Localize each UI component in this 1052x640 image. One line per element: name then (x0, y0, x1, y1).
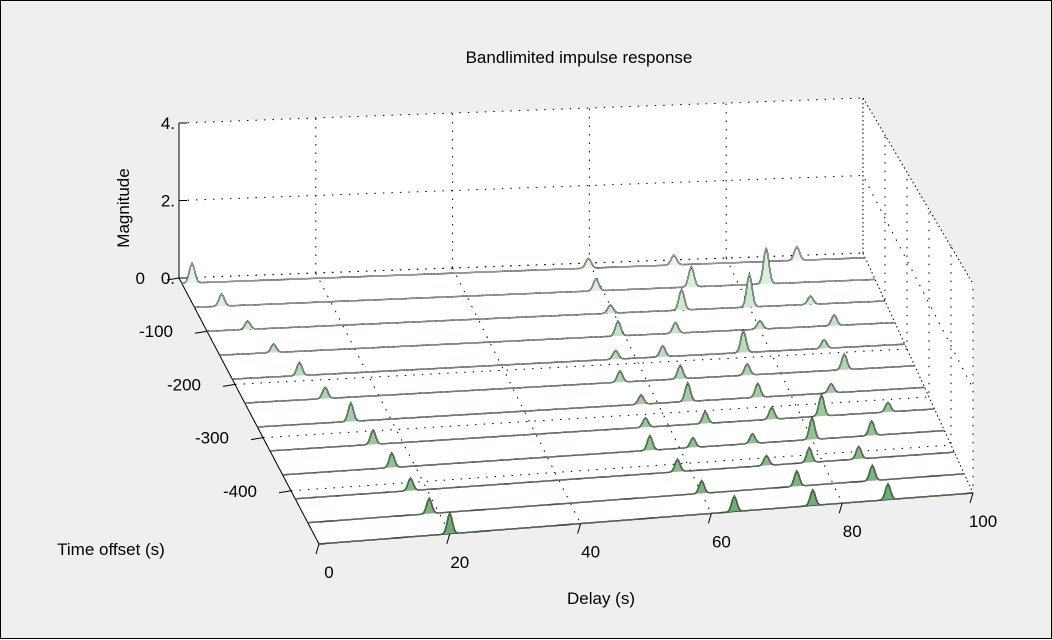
y-tick-label-3: -100 (139, 322, 173, 341)
x-tick-mark-0 (315, 543, 320, 555)
y-tick-label-4: 0 (136, 269, 145, 288)
trace-highlight-5 (244, 353, 915, 404)
floor-grid-x-2 (452, 267, 582, 524)
trace-highlight-11 (318, 483, 974, 545)
grid-layer (178, 97, 974, 545)
x-tick-label-2: 40 (581, 543, 600, 562)
z-tick-label-1: 2. (161, 192, 175, 211)
traces-layer (181, 245, 974, 545)
x-tick-label-1: 20 (450, 553, 469, 572)
z-tick-label-0: 0. (161, 269, 175, 288)
x-tick-mark-3 (707, 513, 712, 524)
y-tick-mark-1 (250, 437, 264, 441)
x-tick-mark-1 (446, 533, 451, 544)
y-tick-label-2: -200 (167, 375, 201, 394)
y-tick-label-1: -300 (195, 429, 229, 448)
trace-fill-0 (181, 246, 866, 284)
y-tick-mark-2 (222, 383, 236, 387)
trace-9 (295, 445, 955, 500)
trace-highlight-0 (181, 246, 866, 284)
trace-highlight-10 (307, 464, 965, 524)
y-tick-mark-0 (278, 490, 292, 494)
x-tick-mark-5 (969, 492, 974, 504)
grid-line-y-2 (234, 172, 908, 385)
x-tick-mark-4 (838, 503, 843, 514)
trace-highlight-2 (206, 272, 886, 332)
x-tick-label-4: 80 (843, 522, 862, 541)
trace-3 (219, 313, 895, 356)
z-axis-label: Magnitude (114, 168, 133, 247)
trace-highlight-8 (282, 416, 945, 476)
grid-line-y-1 (262, 209, 930, 439)
x-axis-label: Delay (s) (567, 589, 635, 608)
trace-11 (318, 482, 974, 545)
trace-5 (244, 352, 915, 404)
chart-title: Bandlimited impulse response (466, 48, 693, 67)
trace-highlight-4 (232, 329, 905, 380)
y-axis-line (178, 277, 320, 545)
y-tick-label-0: -400 (223, 482, 257, 501)
axes-layer (178, 98, 974, 545)
ticks-layer: 0 20 40 60 80 100 -400 -300 -200 -100 0 0. 2. 4. (136, 114, 998, 582)
trace-fill-4 (232, 330, 905, 380)
trace-fill-5 (244, 353, 915, 404)
x-tick-label-3: 60 (712, 532, 731, 551)
trace-highlight-1 (194, 247, 876, 308)
trace-2 (206, 271, 886, 332)
trace-fill-6 (257, 382, 925, 427)
trace-highlight-6 (257, 382, 925, 428)
axes-background (179, 98, 973, 544)
trace-4 (232, 328, 905, 380)
trace-1 (194, 247, 876, 308)
trace-8 (282, 415, 945, 476)
trace-7 (269, 392, 935, 452)
x-tick-label-5: 100 (969, 512, 997, 531)
trace-6 (257, 381, 925, 428)
y-axis-label: Time offset (s) (57, 540, 165, 559)
trace-highlight-9 (295, 445, 955, 500)
trace-highlight-7 (269, 393, 935, 452)
trace-highlight-3 (219, 314, 895, 356)
trace-10 (307, 463, 965, 524)
trace-fill-2 (207, 273, 885, 332)
z-tick-label-2: 4. (161, 114, 175, 133)
y-tick-mark-3 (194, 330, 208, 334)
y-tick-mark-4 (166, 277, 180, 281)
trace-0 (181, 245, 866, 285)
x-tick-mark-2 (577, 523, 582, 534)
x-tick-label-0: 0 (324, 563, 333, 582)
